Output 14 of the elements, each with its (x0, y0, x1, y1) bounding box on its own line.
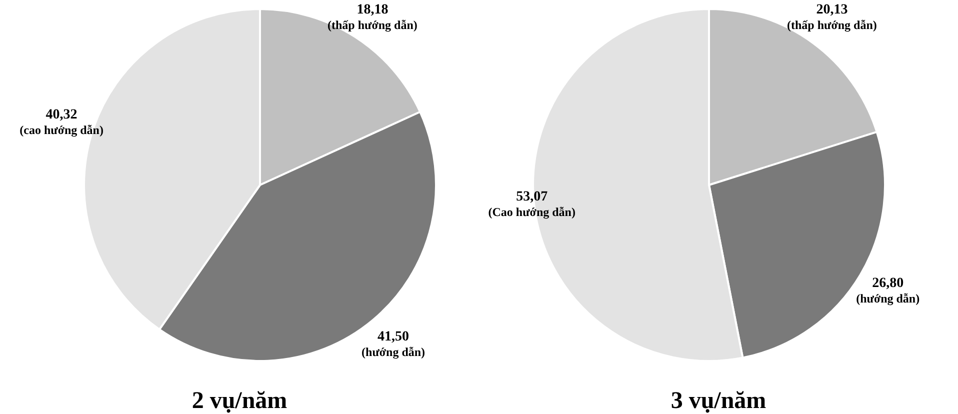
data-label: 26,80 (872, 276, 904, 291)
data-label: 53,07 (516, 190, 548, 205)
text: 3 vụ/năm (670, 388, 768, 414)
text: 2 vụ/năm (190, 388, 288, 414)
slice-label: (hướng dẫn) (362, 344, 426, 359)
slice-label: (thấp hướng dẫn) (787, 18, 877, 32)
slice-label: (thấp hướng dẫn) (328, 18, 418, 32)
data-label: 41,50 (378, 329, 410, 344)
data-label: 18,18 (356, 2, 388, 18)
data-label: 20,13 (816, 2, 848, 18)
data-label: 40,32 (46, 107, 78, 122)
slice-label: (Cao hướng dẫn) (488, 205, 576, 220)
slice-label: (hướng dẫn) (856, 291, 920, 306)
slice-label: (cao hướng dẫn) (20, 122, 104, 137)
